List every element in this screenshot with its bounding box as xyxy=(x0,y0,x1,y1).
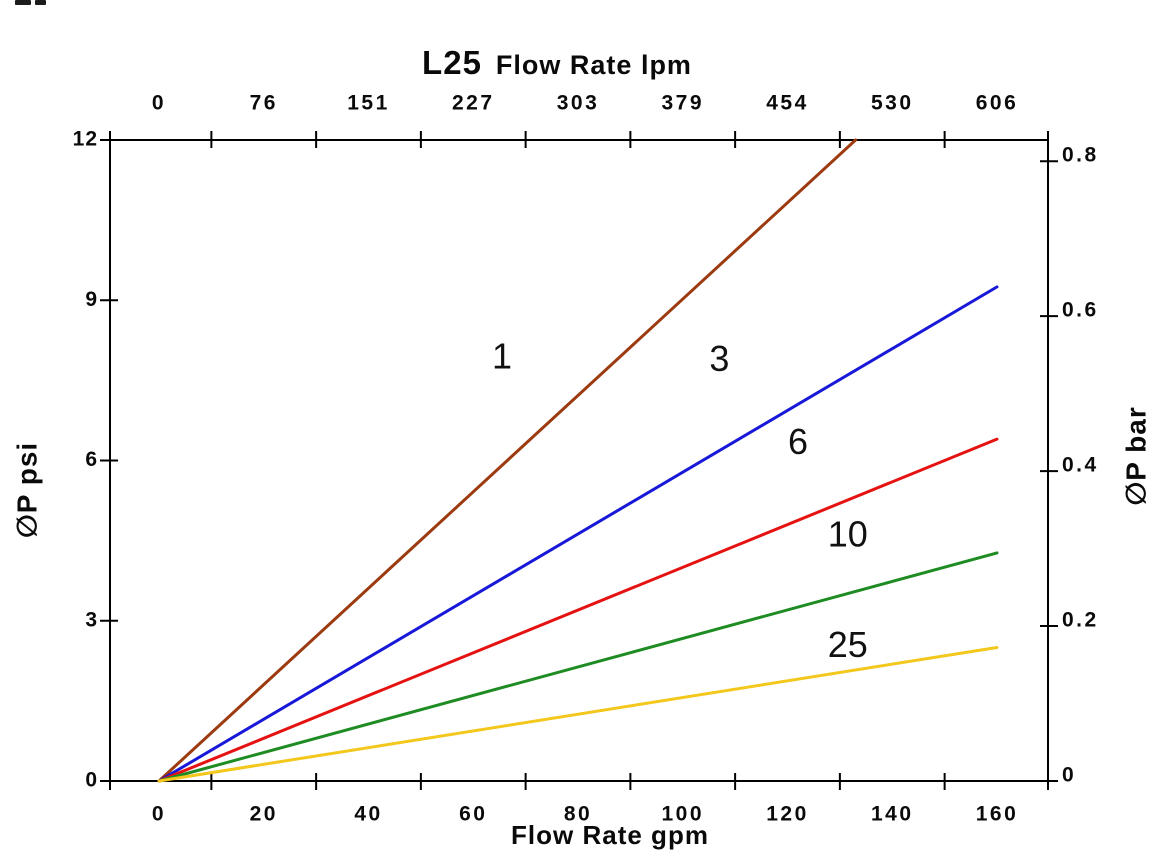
top-tick-label: 0 xyxy=(152,92,166,115)
clipped-text-artifact xyxy=(15,0,31,5)
model-label: L25 xyxy=(422,44,482,81)
series-line-1 xyxy=(157,138,858,783)
curve-label-10: 10 xyxy=(828,513,868,554)
top-tick-label: 454 xyxy=(766,92,809,115)
top-tick-label: 530 xyxy=(871,92,914,115)
top-tick-label: 227 xyxy=(452,92,495,115)
chart-title: L25 Flow Rate lpm xyxy=(422,44,692,82)
bottom-tick-label: 140 xyxy=(871,803,914,826)
curve-label-3: 3 xyxy=(709,338,729,379)
bottom-tick-label: 100 xyxy=(661,803,704,826)
bottom-tick-label: 0 xyxy=(152,803,166,826)
top-tick-label: 303 xyxy=(557,92,600,115)
top-tick-label: 76 xyxy=(250,92,278,115)
right-axis-title: ∅P bar xyxy=(1120,406,1152,506)
plot-frame xyxy=(109,139,1049,782)
bottom-tick-label: 80 xyxy=(564,803,592,826)
series-line-3 xyxy=(157,285,999,783)
right-tick-label: 0.4 xyxy=(1062,454,1099,477)
right-tick-label: 0.2 xyxy=(1062,609,1099,632)
left-tick-label: 0 xyxy=(85,769,98,792)
bottom-tick-label: 20 xyxy=(250,803,278,826)
top-axis-title: Flow Rate lpm xyxy=(495,50,692,80)
right-tick-label: 0.6 xyxy=(1062,299,1099,322)
left-tick-label: 3 xyxy=(85,608,98,631)
left-tick-label: 9 xyxy=(85,288,98,311)
bottom-tick-label: 120 xyxy=(766,803,809,826)
right-tick-label: 0 xyxy=(1062,764,1076,787)
series-line-6 xyxy=(157,437,999,783)
curve-label-6: 6 xyxy=(788,421,808,462)
bottom-tick-label: 40 xyxy=(354,803,382,826)
clipped-text-artifact xyxy=(35,0,46,5)
series-line-10 xyxy=(157,551,999,783)
bottom-tick-label: 160 xyxy=(976,803,1019,826)
right-tick-label: 0.8 xyxy=(1062,144,1099,167)
series-line-25 xyxy=(157,645,999,783)
top-tick-label: 379 xyxy=(661,92,704,115)
top-tick-label: 151 xyxy=(347,92,390,115)
bottom-tick-label: 60 xyxy=(459,803,487,826)
bottom-axis-title: Flow Rate gpm xyxy=(511,820,709,850)
curve-label-1: 1 xyxy=(492,336,512,377)
left-tick-label: 12 xyxy=(73,128,98,151)
curve-label-25: 25 xyxy=(828,624,868,665)
left-axis-title: ∅P psi xyxy=(11,441,43,539)
left-tick-label: 6 xyxy=(85,448,98,471)
top-tick-label: 606 xyxy=(976,92,1019,115)
